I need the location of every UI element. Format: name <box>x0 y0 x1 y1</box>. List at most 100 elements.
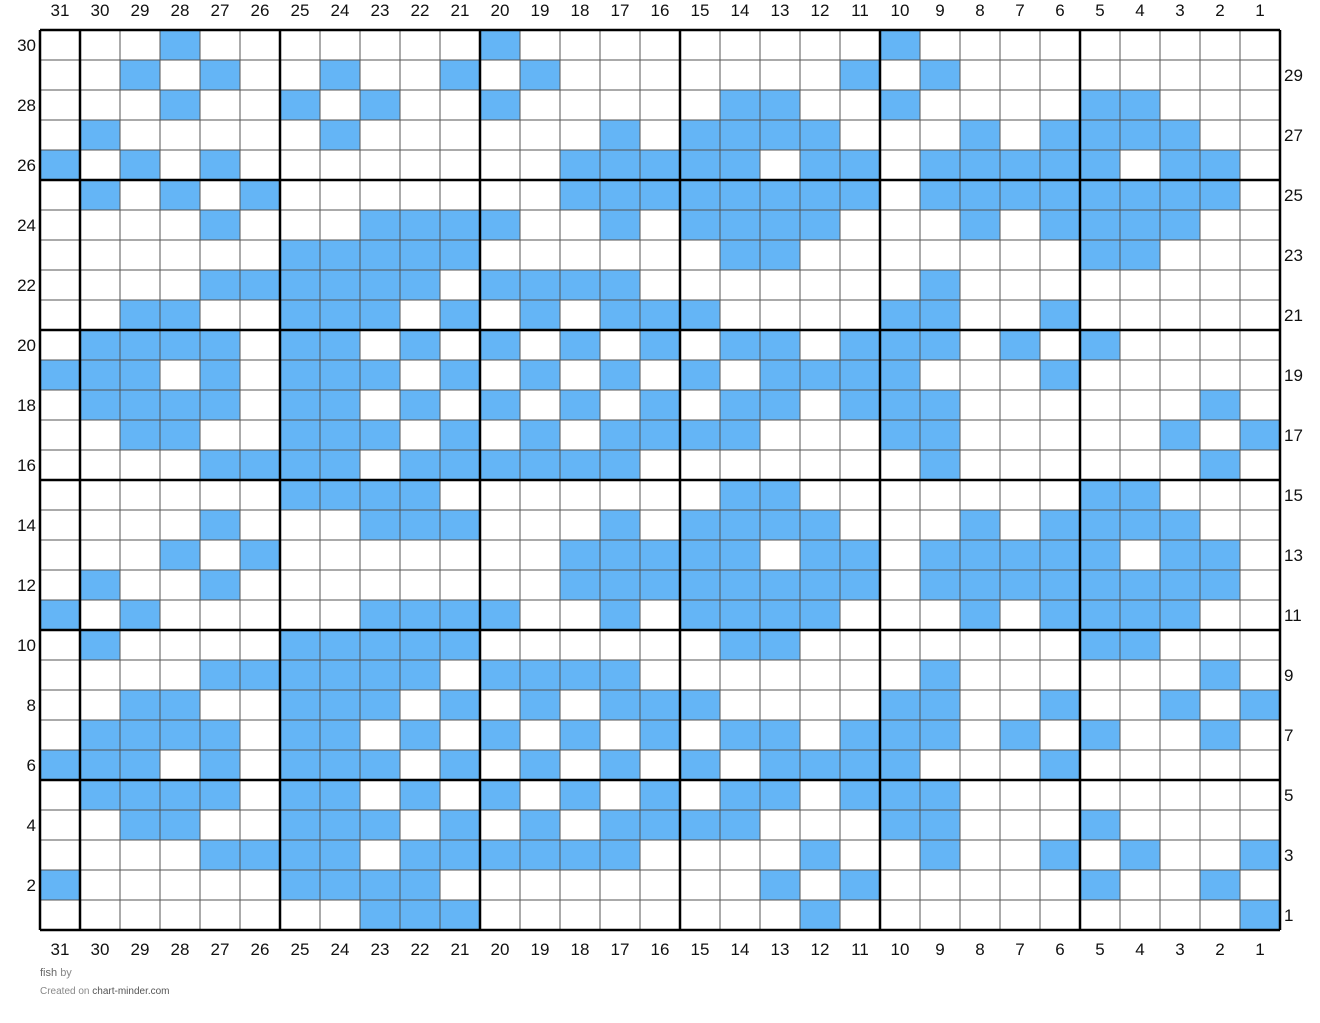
empty-cell <box>920 240 960 270</box>
filled-cell <box>1120 840 1160 870</box>
empty-cell <box>160 630 200 660</box>
empty-cell <box>240 480 280 510</box>
row-label-right: 27 <box>1284 126 1303 145</box>
empty-cell <box>80 210 120 240</box>
empty-cell <box>720 900 760 930</box>
empty-cell <box>1120 300 1160 330</box>
empty-cell <box>840 270 880 300</box>
filled-cell <box>960 180 1000 210</box>
row-label-right: 7 <box>1284 726 1293 745</box>
empty-cell <box>640 870 680 900</box>
filled-cell <box>400 270 440 300</box>
empty-cell <box>840 600 880 630</box>
filled-cell <box>520 60 560 90</box>
empty-cell <box>800 420 840 450</box>
filled-cell <box>480 270 520 300</box>
empty-cell <box>880 150 920 180</box>
empty-cell <box>1000 660 1040 690</box>
empty-cell <box>160 450 200 480</box>
site-link[interactable]: chart-minder.com <box>92 986 170 997</box>
empty-cell <box>520 510 560 540</box>
empty-cell <box>960 300 1000 330</box>
filled-cell <box>560 450 600 480</box>
empty-cell <box>960 30 1000 60</box>
filled-cell <box>640 390 680 420</box>
filled-cell <box>200 360 240 390</box>
empty-cell <box>40 300 80 330</box>
filled-cell <box>720 630 760 660</box>
filled-cell <box>280 270 320 300</box>
filled-cell <box>600 210 640 240</box>
filled-cell <box>1080 510 1120 540</box>
empty-cell <box>680 870 720 900</box>
empty-cell <box>400 60 440 90</box>
column-label-bottom: 13 <box>771 940 790 959</box>
empty-cell <box>960 60 1000 90</box>
empty-cell <box>960 390 1000 420</box>
empty-cell <box>720 30 760 60</box>
empty-cell <box>40 90 80 120</box>
filled-cell <box>280 240 320 270</box>
filled-cell <box>320 480 360 510</box>
filled-cell <box>600 300 640 330</box>
empty-cell <box>920 210 960 240</box>
empty-cell <box>160 510 200 540</box>
empty-cell <box>280 180 320 210</box>
empty-cell <box>760 900 800 930</box>
empty-cell <box>1080 30 1120 60</box>
filled-cell <box>800 540 840 570</box>
filled-cell <box>840 330 880 360</box>
empty-cell <box>240 240 280 270</box>
filled-cell <box>520 300 560 330</box>
filled-cell <box>720 570 760 600</box>
filled-cell <box>360 660 400 690</box>
empty-cell <box>400 750 440 780</box>
empty-cell <box>160 870 200 900</box>
empty-cell <box>40 450 80 480</box>
filled-cell <box>640 690 680 720</box>
empty-cell <box>200 870 240 900</box>
empty-cell <box>560 810 600 840</box>
column-label-top: 17 <box>611 1 630 20</box>
empty-cell <box>160 360 200 390</box>
empty-cell <box>440 30 480 60</box>
empty-cell <box>280 570 320 600</box>
column-label-bottom: 12 <box>811 940 830 959</box>
filled-cell <box>760 390 800 420</box>
filled-cell <box>320 360 360 390</box>
filled-cell <box>640 150 680 180</box>
created-on-text: Created on <box>40 986 90 997</box>
filled-cell <box>720 390 760 420</box>
empty-cell <box>800 450 840 480</box>
filled-cell <box>360 870 400 900</box>
empty-cell <box>880 600 920 630</box>
filled-cell <box>880 780 920 810</box>
filled-cell <box>520 270 560 300</box>
empty-cell <box>280 540 320 570</box>
filled-cell <box>200 270 240 300</box>
empty-cell <box>800 330 840 360</box>
filled-cell <box>280 420 320 450</box>
chart-title-text: fish <box>40 967 58 979</box>
empty-cell <box>520 600 560 630</box>
filled-cell <box>320 810 360 840</box>
empty-cell <box>1200 750 1240 780</box>
empty-cell <box>400 300 440 330</box>
empty-cell <box>1000 630 1040 660</box>
filled-cell <box>920 420 960 450</box>
empty-cell <box>80 240 120 270</box>
filled-cell <box>400 870 440 900</box>
filled-cell <box>720 480 760 510</box>
filled-cell <box>600 840 640 870</box>
empty-cell <box>720 870 760 900</box>
empty-cell <box>80 510 120 540</box>
empty-cell <box>1240 330 1280 360</box>
filled-cell <box>360 630 400 660</box>
empty-cell <box>400 180 440 210</box>
empty-cell <box>1160 390 1200 420</box>
empty-cell <box>800 90 840 120</box>
filled-cell <box>160 720 200 750</box>
filled-cell <box>320 690 360 720</box>
filled-cell <box>480 450 520 480</box>
empty-cell <box>560 300 600 330</box>
